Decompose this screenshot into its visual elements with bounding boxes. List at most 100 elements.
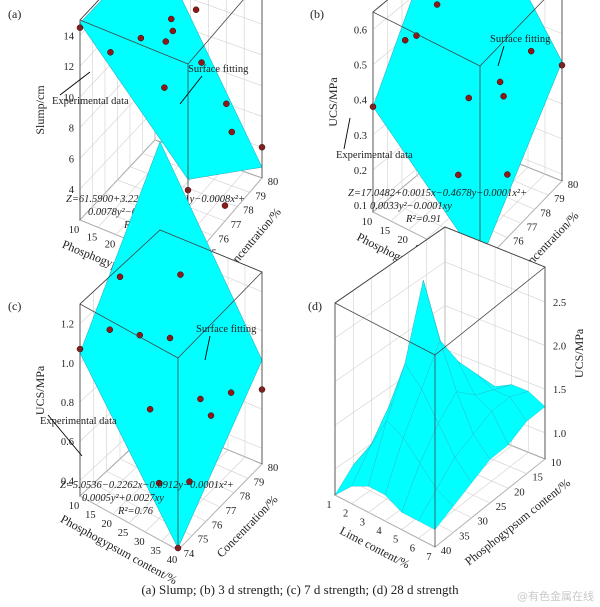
data-point xyxy=(221,202,229,209)
z-tick-label: 0.4 xyxy=(354,96,368,107)
fit-equation-line: 0.0005y²+0.0027xy xyxy=(82,493,164,504)
floor-gridline xyxy=(79,495,179,551)
experimental-data-label: Experimental data xyxy=(40,416,117,427)
data-point xyxy=(455,171,462,179)
x-tick-label: 10 xyxy=(362,217,373,228)
x-tick-label: 20 xyxy=(101,519,112,530)
experimental-data-label: Experimental data xyxy=(52,96,129,107)
y-tick-label: 25 xyxy=(496,502,507,513)
y-tick-label: 15 xyxy=(532,473,543,484)
data-point xyxy=(527,47,535,55)
y-tick-label: 76 xyxy=(212,520,223,531)
data-point xyxy=(162,38,170,45)
z-tick-label: 0.6 xyxy=(354,26,367,37)
y-tick-label: 20 xyxy=(514,487,525,498)
surface-fitting-label: Surface fitting xyxy=(188,64,249,75)
x-tick-label: 4 xyxy=(376,526,382,537)
z-tick-label: 0.8 xyxy=(61,398,74,409)
z-tick-label: 6 xyxy=(69,154,74,165)
data-point xyxy=(500,93,507,100)
data-point xyxy=(161,84,168,91)
watermark-text: @有色金属在线 xyxy=(517,590,594,603)
data-point xyxy=(106,326,114,333)
data-point xyxy=(207,412,215,419)
data-point xyxy=(166,334,174,342)
experimental-arrow xyxy=(47,414,83,457)
panel-label: (c) xyxy=(8,299,21,313)
z-tick-label: 2.5 xyxy=(553,298,566,309)
fit-equation-line: Z=5.0536−0.2262x−0.0912y−0.0001x²+ xyxy=(60,480,234,491)
z-tick-label: 10 xyxy=(64,93,75,104)
data-point xyxy=(198,59,205,66)
data-point xyxy=(177,271,184,278)
y-tick-label: 77 xyxy=(226,506,237,517)
y-tick-label: 78 xyxy=(240,492,251,503)
y-tick-label: 78 xyxy=(243,206,254,217)
z-axis-title: UCS/MPa xyxy=(33,365,47,415)
surface-arrow xyxy=(179,75,203,105)
box-top xyxy=(372,0,545,67)
y-tick-label: 74 xyxy=(184,549,195,560)
z-tick-label: 1.0 xyxy=(553,429,566,440)
data-point xyxy=(192,6,200,14)
surface-arrow xyxy=(204,335,211,361)
floor-gridline xyxy=(334,494,436,548)
experimental-data-label: Experimental data xyxy=(336,150,413,161)
x-tick-label: 25 xyxy=(118,528,129,539)
y-tick-label: 78 xyxy=(540,208,551,219)
y-tick-label: 80 xyxy=(268,463,279,474)
z-axis-title: Slump/cm xyxy=(33,85,47,135)
chart-panel-3: 10152025303540747576777879800.40.60.81.0… xyxy=(8,141,281,587)
experimental-arrow xyxy=(59,71,91,96)
y-tick-label: 76 xyxy=(218,234,229,245)
z-tick-label: 12 xyxy=(64,62,75,73)
fit-equation-line: R²=0.91 xyxy=(405,214,441,225)
x-tick-label: 20 xyxy=(105,240,116,251)
y-tick-label: 79 xyxy=(554,194,565,205)
x-tick-label: 7 xyxy=(426,552,431,563)
z-tick-label: 4 xyxy=(69,185,75,196)
data-point xyxy=(223,100,230,108)
x-tick-label: 6 xyxy=(410,543,415,554)
x-tick-label: 15 xyxy=(87,232,98,243)
data-point xyxy=(169,27,177,35)
z-gridline xyxy=(334,305,546,382)
x-tick-label: 20 xyxy=(397,235,408,246)
y-tick-label: 30 xyxy=(477,517,488,528)
x-axis-title: Lime content/% xyxy=(337,523,412,571)
y-tick-label: 40 xyxy=(441,546,452,557)
z-tick-label: 14 xyxy=(64,31,75,42)
data-point xyxy=(504,171,511,178)
z-tick-label: 0.6 xyxy=(61,437,74,448)
chart-panel-2: 10152025303540747576777879800.10.20.30.4… xyxy=(310,0,581,301)
panel-label: (d) xyxy=(308,299,322,313)
surface-arrow xyxy=(497,45,505,67)
z-axis-title: UCS/MPa xyxy=(326,77,340,127)
x-tick-label: 30 xyxy=(134,537,145,548)
x-tick-label: 10 xyxy=(69,225,80,236)
z-gridline xyxy=(334,261,546,339)
fit-equation-line: 0.0078y²−0.0499xy xyxy=(88,207,170,218)
figure-caption: (a) Slump; (b) 3 d strength; (c) 7 d str… xyxy=(141,582,459,597)
box-top xyxy=(79,229,263,359)
x-tick-label: 15 xyxy=(85,510,96,521)
data-point xyxy=(496,78,504,86)
z-tick-label: 0.4 xyxy=(61,476,75,487)
x-tick-label: 5 xyxy=(393,535,398,546)
x-tick-label: 35 xyxy=(150,546,161,557)
experimental-arrow xyxy=(343,117,351,150)
data-point xyxy=(433,1,441,8)
data-point xyxy=(168,15,175,23)
data-point xyxy=(465,94,472,102)
z-gridline xyxy=(372,0,410,30)
z-tick-label: 1.5 xyxy=(553,385,566,396)
y-tick-label: 79 xyxy=(255,191,266,202)
y-tick-label: 10 xyxy=(551,458,562,469)
box-top xyxy=(79,0,244,65)
y-tick-label: 80 xyxy=(568,180,579,191)
panel-label: (a) xyxy=(8,7,21,21)
z-axis-title: UCS/MPa xyxy=(572,328,586,378)
z-tick-label: 0.5 xyxy=(354,61,367,72)
y-tick-label: 75 xyxy=(198,535,209,546)
